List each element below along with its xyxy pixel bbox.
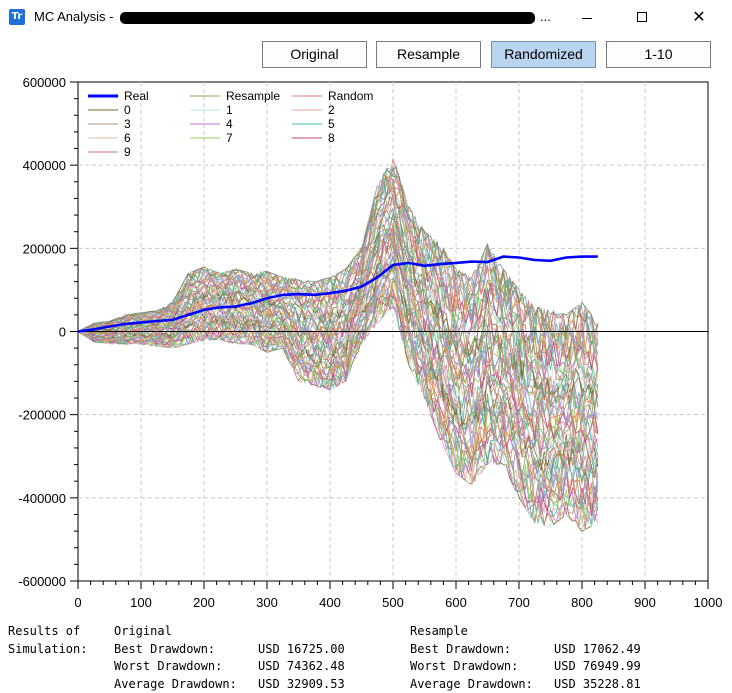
- original-best-label: Best Drawdown:: [114, 642, 215, 656]
- original-heading: Original: [114, 623, 237, 641]
- legend-label: 2: [328, 103, 335, 117]
- resample-worst-row: Worst Drawdown:USD 76949.99: [410, 658, 533, 676]
- range-1-10-button[interactable]: 1-10: [606, 41, 711, 68]
- app-icon: Tr: [9, 9, 25, 25]
- x-tick-label: 600: [445, 595, 467, 610]
- x-tick-label: 100: [130, 595, 152, 610]
- x-tick-label: 300: [256, 595, 278, 610]
- legend-label: 3: [124, 117, 131, 131]
- resample-best-label: Best Drawdown:: [410, 642, 511, 656]
- original-avg-label: Average Drawdown:: [114, 677, 237, 691]
- results-label-line2: Simulation:: [8, 641, 87, 659]
- legend-label: 1: [226, 103, 233, 117]
- y-tick-label: 600000: [23, 75, 66, 90]
- x-tick-label: 1000: [694, 595, 723, 610]
- x-tick-label: 0: [74, 595, 81, 610]
- original-best-value: USD 16725.00: [258, 641, 345, 659]
- maximize-button[interactable]: [620, 0, 666, 36]
- results-label-line1: Results of: [8, 623, 87, 641]
- original-worst-row: Worst Drawdown:USD 74362.48: [114, 658, 237, 676]
- legend-label: 5: [328, 117, 335, 131]
- resample-button[interactable]: Resample: [376, 41, 481, 68]
- close-button[interactable]: ✕: [676, 0, 722, 36]
- legend-label: Resample: [226, 89, 280, 103]
- resample-avg-row: Average Drawdown:USD 35228.81: [410, 676, 533, 693]
- legend-label: 8: [328, 131, 335, 145]
- minimize-button[interactable]: [564, 0, 610, 36]
- y-tick-label: -200000: [18, 408, 66, 423]
- resample-best-value: USD 17062.49: [554, 641, 641, 659]
- y-tick-label: -600000: [18, 574, 66, 589]
- original-avg-row: Average Drawdown:USD 32909.53: [114, 676, 237, 693]
- legend-label: Random: [328, 89, 373, 103]
- original-worst-value: USD 74362.48: [258, 658, 345, 676]
- resample-avg-label: Average Drawdown:: [410, 677, 533, 691]
- window-title: MC Analysis -: [34, 9, 113, 24]
- maximize-icon: [637, 12, 647, 22]
- y-tick-label: 200000: [23, 241, 66, 256]
- resample-avg-value: USD 35228.81: [554, 676, 641, 693]
- x-tick-label: 700: [508, 595, 530, 610]
- x-tick-label: 400: [319, 595, 341, 610]
- original-avg-value: USD 32909.53: [258, 676, 345, 693]
- close-icon: ✕: [692, 9, 706, 25]
- legend-label: 0: [124, 103, 131, 117]
- legend-label: 7: [226, 131, 233, 145]
- resample-heading: Resample: [410, 623, 533, 641]
- x-tick-label: 500: [382, 595, 404, 610]
- original-worst-label: Worst Drawdown:: [114, 659, 222, 673]
- minimize-icon: [582, 18, 592, 19]
- redacted-title-block: [120, 12, 535, 24]
- x-tick-label: 900: [634, 595, 656, 610]
- title-bar: Tr MC Analysis - ... ✕: [0, 0, 732, 36]
- legend-label: Real: [124, 89, 149, 103]
- legend-label: 6: [124, 131, 131, 145]
- resample-worst-value: USD 76949.99: [554, 658, 641, 676]
- x-tick-label: 200: [193, 595, 215, 610]
- y-tick-label: 400000: [23, 158, 66, 173]
- legend-label: 9: [124, 145, 131, 159]
- original-best-row: Best Drawdown:USD 16725.00: [114, 641, 237, 659]
- original-button[interactable]: Original: [262, 41, 367, 68]
- y-tick-label: 0: [59, 325, 66, 340]
- resample-best-row: Best Drawdown:USD 17062.49: [410, 641, 533, 659]
- title-ellipsis: ...: [540, 9, 551, 24]
- x-tick-label: 800: [571, 595, 593, 610]
- mc-chart: 600000 400000 200000 0 -200000 -400000 -600000…: [0, 70, 732, 610]
- randomized-button[interactable]: Randomized: [491, 41, 596, 68]
- y-tick-label: -400000: [18, 491, 66, 506]
- legend-label: 4: [226, 117, 233, 131]
- resample-worst-label: Worst Drawdown:: [410, 659, 518, 673]
